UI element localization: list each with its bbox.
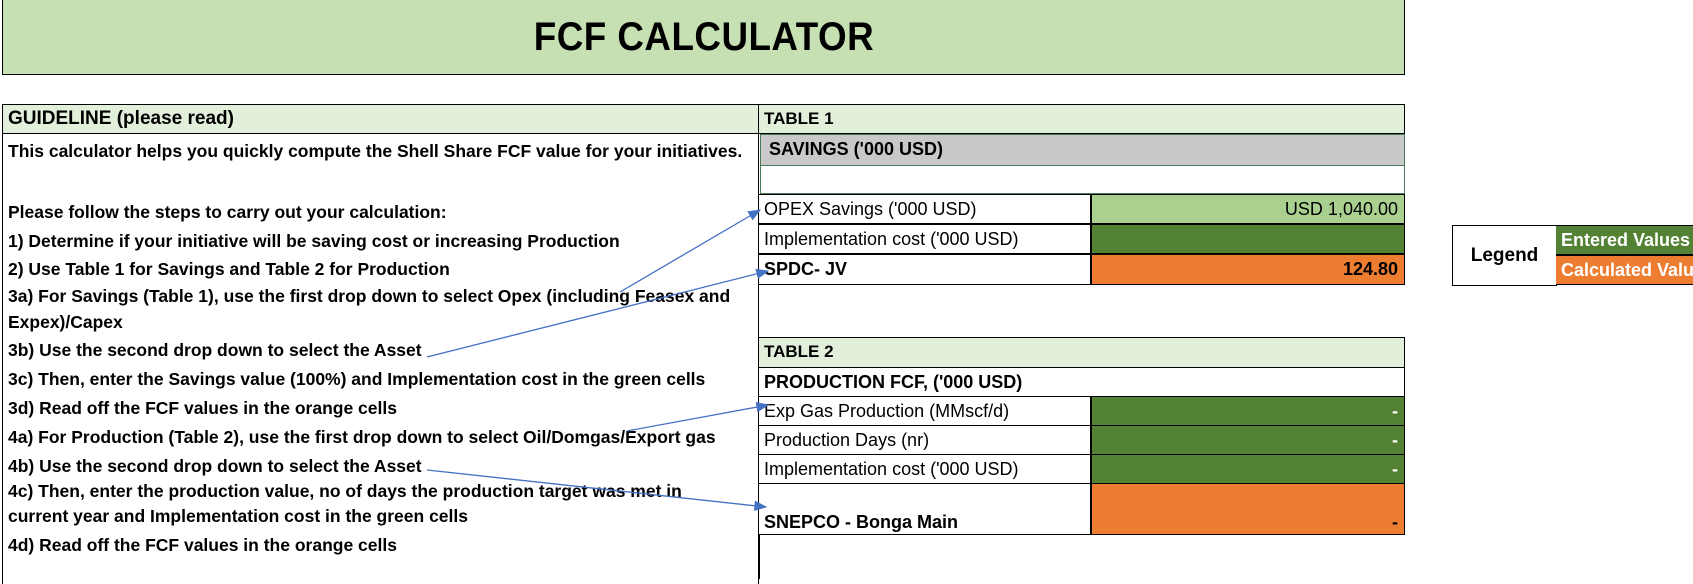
asset-label-2[interactable]: SNEPCO - Bonga Main: [758, 483, 1092, 535]
production-days-label: Production Days (nr): [758, 425, 1092, 455]
production-input[interactable]: -: [1091, 396, 1405, 426]
guideline-line: 4c) Then, enter the production value, no…: [8, 481, 682, 501]
table2-row-impl: Implementation cost ('000 USD) -: [758, 454, 1405, 484]
implementation-cost-input[interactable]: [1091, 224, 1405, 254]
guideline-line: 3c) Then, enter the Savings value (100%)…: [8, 369, 706, 389]
table1-row-opex: OPEX Savings ('000 USD) USD 1,040.00: [758, 194, 1405, 224]
legend-label: Legend: [1452, 225, 1557, 286]
page-title: FCF CALCULATOR: [533, 14, 874, 59]
guideline-line: This calculator helps you quickly comput…: [8, 141, 743, 161]
implementation-cost-label-2: Implementation cost ('000 USD): [758, 454, 1092, 484]
table2-row-days: Production Days (nr) -: [758, 425, 1405, 455]
guideline-line: 2) Use Table 1 for Savings and Table 2 f…: [8, 259, 450, 279]
guideline-line: Please follow the steps to carry out you…: [8, 202, 447, 222]
table1-row-result: SPDC- JV 124.80: [758, 254, 1405, 285]
guideline-line: 4d) Read off the FCF values in the orang…: [8, 535, 397, 555]
title-bar: FCF CALCULATOR: [2, 0, 1405, 75]
table2-left-border: [758, 535, 760, 579]
production-label[interactable]: Exp Gas Production (MMscf/d): [758, 396, 1092, 426]
table2-heading: TABLE 2: [758, 337, 1405, 368]
guideline-line: 3d) Read off the FCF values in the orang…: [8, 398, 397, 418]
asset-label[interactable]: SPDC- JV: [758, 254, 1092, 285]
table1-dropdown-cell[interactable]: [760, 166, 1405, 194]
guideline-panel: GUIDELINE (please read) This calculator …: [2, 104, 759, 584]
legend-entered-values: Entered Values: [1556, 225, 1693, 255]
table2-subheading: PRODUCTION FCF, ('000 USD): [758, 367, 1405, 397]
table1-subheading: SAVINGS ('000 USD): [760, 134, 1405, 166]
guideline-line: 3b) Use the second drop down to select t…: [8, 340, 422, 360]
guideline-line: 4a) For Production (Table 2), use the fi…: [8, 427, 716, 447]
guideline-heading: GUIDELINE (please read): [3, 105, 758, 134]
legend-calculated-values: Calculated Values: [1556, 255, 1693, 285]
table2-row-production: Exp Gas Production (MMscf/d) -: [758, 396, 1405, 426]
table1-heading: TABLE 1: [758, 104, 1405, 134]
guideline-line: 3a) For Savings (Table 1), use the first…: [8, 286, 731, 306]
guideline-line: Expex)/Capex: [8, 312, 123, 332]
guideline-line: current year and Implementation cost in …: [8, 506, 468, 526]
table2-row-result: SNEPCO - Bonga Main -: [758, 483, 1405, 535]
savings-fcf-output: 124.80: [1091, 254, 1405, 285]
opex-savings-label: OPEX Savings ('000 USD): [758, 194, 1092, 224]
guideline-line: 1) Determine if your initiative will be …: [8, 231, 620, 251]
opex-savings-input[interactable]: USD 1,040.00: [1091, 194, 1405, 224]
production-fcf-output: -: [1091, 483, 1405, 535]
implementation-cost-label: Implementation cost ('000 USD): [758, 224, 1092, 254]
table1-row-impl: Implementation cost ('000 USD): [758, 224, 1405, 254]
production-days-input[interactable]: -: [1091, 425, 1405, 455]
guideline-line: 4b) Use the second drop down to select t…: [8, 456, 422, 476]
implementation-cost-input-2[interactable]: -: [1091, 454, 1405, 484]
